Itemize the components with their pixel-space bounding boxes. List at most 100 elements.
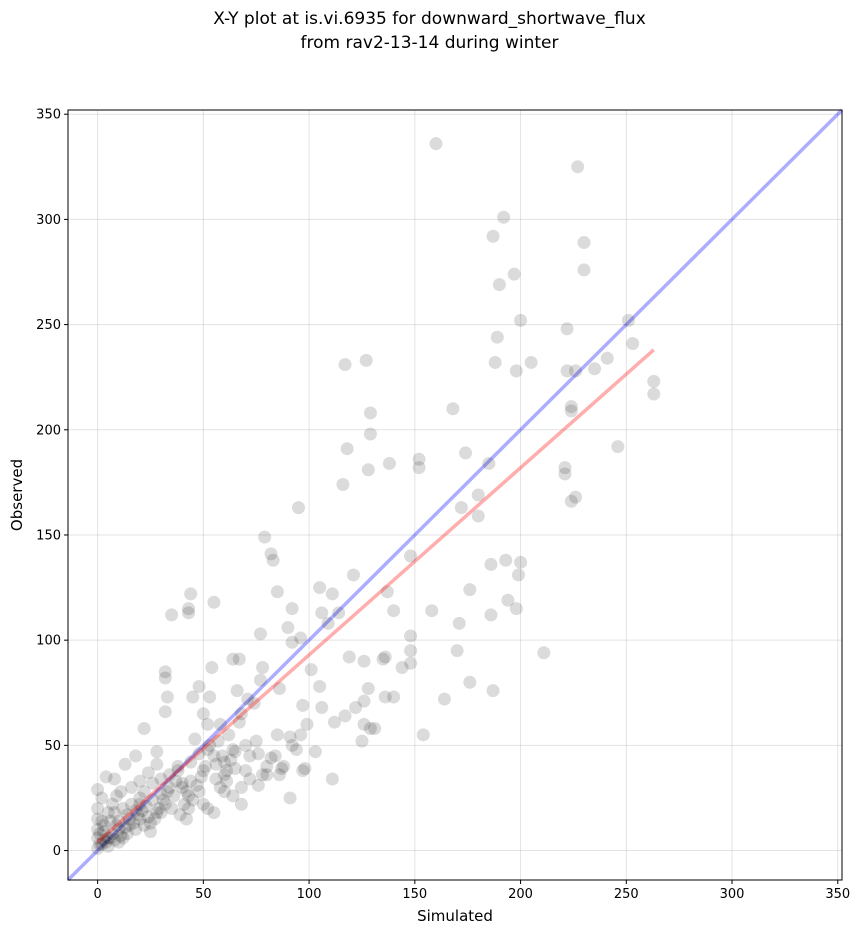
data-point-206 — [137, 818, 151, 832]
data-point-222 — [95, 814, 109, 828]
data-point-32 — [459, 446, 473, 460]
data-point-45 — [292, 501, 306, 515]
data-point-260 — [143, 825, 157, 839]
data-point-55 — [313, 581, 327, 595]
data-point-190 — [196, 797, 210, 811]
data-point-223 — [124, 780, 138, 794]
data-point-216 — [97, 818, 111, 832]
data-point-188 — [179, 785, 193, 799]
data-point-185 — [163, 768, 177, 782]
data-point-177 — [97, 825, 111, 839]
data-point-173 — [91, 801, 105, 815]
data-point-166 — [150, 745, 164, 759]
data-point-147 — [179, 812, 193, 826]
data-point-156 — [143, 816, 157, 830]
data-point-141 — [272, 768, 286, 782]
x-axis-label: Simulated — [417, 907, 493, 925]
data-point-229 — [129, 804, 143, 818]
data-point-211 — [175, 780, 189, 794]
data-point-94 — [158, 665, 172, 679]
data-point-238 — [217, 785, 231, 799]
data-point-89 — [378, 650, 392, 664]
data-point-172 — [91, 783, 105, 797]
data-point-12 — [626, 337, 640, 351]
data-point-69 — [321, 616, 335, 630]
data-point-51 — [484, 557, 498, 571]
data-point-124 — [357, 717, 371, 731]
data-point-232 — [154, 787, 168, 801]
data-point-97 — [463, 675, 477, 689]
y-tick-label-1: 50 — [44, 739, 61, 754]
data-point-160 — [209, 757, 223, 771]
data-point-255 — [122, 812, 136, 826]
data-point-179 — [108, 806, 122, 820]
data-point-270 — [194, 770, 208, 784]
data-point-142 — [275, 761, 289, 775]
data-point-198 — [260, 759, 274, 773]
data-point-202 — [213, 717, 227, 731]
data-point-29 — [340, 442, 354, 456]
data-point-48 — [266, 553, 280, 567]
data-point-50 — [499, 553, 513, 567]
data-point-159 — [188, 732, 202, 746]
data-point-68 — [285, 602, 299, 616]
fit-line — [96, 348, 655, 844]
data-point-231 — [146, 793, 160, 807]
data-point-88 — [304, 663, 318, 677]
data-point-6 — [507, 267, 521, 281]
data-point-169 — [108, 772, 122, 786]
data-point-269 — [190, 778, 204, 792]
x-tick-label-3: 150 — [402, 887, 427, 902]
data-point-19 — [569, 364, 583, 378]
data-point-186 — [171, 764, 185, 778]
data-point-99 — [437, 692, 451, 706]
x-tick-label-1: 50 — [195, 887, 212, 902]
data-point-120 — [201, 717, 215, 731]
data-point-189 — [186, 793, 200, 807]
data-point-235 — [192, 747, 206, 761]
data-point-218 — [105, 797, 119, 811]
data-point-237 — [209, 772, 223, 786]
data-point-0 — [429, 137, 443, 151]
data-point-21 — [600, 351, 614, 365]
data-point-273 — [211, 734, 225, 748]
data-point-46 — [258, 530, 272, 544]
data-point-162 — [243, 749, 257, 763]
data-point-52 — [514, 555, 528, 569]
data-point-264 — [160, 785, 174, 799]
data-point-138 — [234, 797, 248, 811]
data-point-248 — [93, 837, 107, 851]
data-point-246 — [285, 738, 299, 752]
data-point-102 — [361, 682, 375, 696]
x-tick-label-6: 300 — [720, 887, 745, 902]
data-point-164 — [213, 780, 227, 794]
data-point-109 — [203, 690, 217, 704]
y-axis-label: Observed — [8, 459, 26, 531]
data-point-14 — [488, 355, 502, 369]
data-point-75 — [281, 621, 295, 635]
data-point-96 — [313, 679, 327, 693]
data-point-13 — [524, 355, 538, 369]
x-tick-label-7: 350 — [825, 887, 850, 902]
data-point-180 — [116, 801, 130, 815]
data-point-47 — [264, 547, 278, 561]
data-point-151 — [112, 823, 126, 837]
data-point-114 — [349, 700, 363, 714]
data-point-73 — [182, 606, 196, 620]
data-point-139 — [251, 747, 265, 761]
data-point-67 — [315, 606, 329, 620]
data-point-174 — [91, 812, 105, 826]
data-point-27 — [363, 406, 377, 420]
data-point-130 — [270, 728, 284, 742]
data-point-35 — [361, 463, 375, 477]
data-point-196 — [228, 761, 242, 775]
data-point-107 — [186, 690, 200, 704]
data-point-187 — [175, 776, 189, 790]
data-point-74 — [165, 608, 179, 622]
data-point-225 — [141, 766, 155, 780]
data-point-25 — [564, 404, 578, 418]
data-point-271 — [198, 759, 212, 773]
data-point-243 — [260, 768, 274, 782]
data-point-267 — [177, 797, 191, 811]
data-point-226 — [150, 757, 164, 771]
